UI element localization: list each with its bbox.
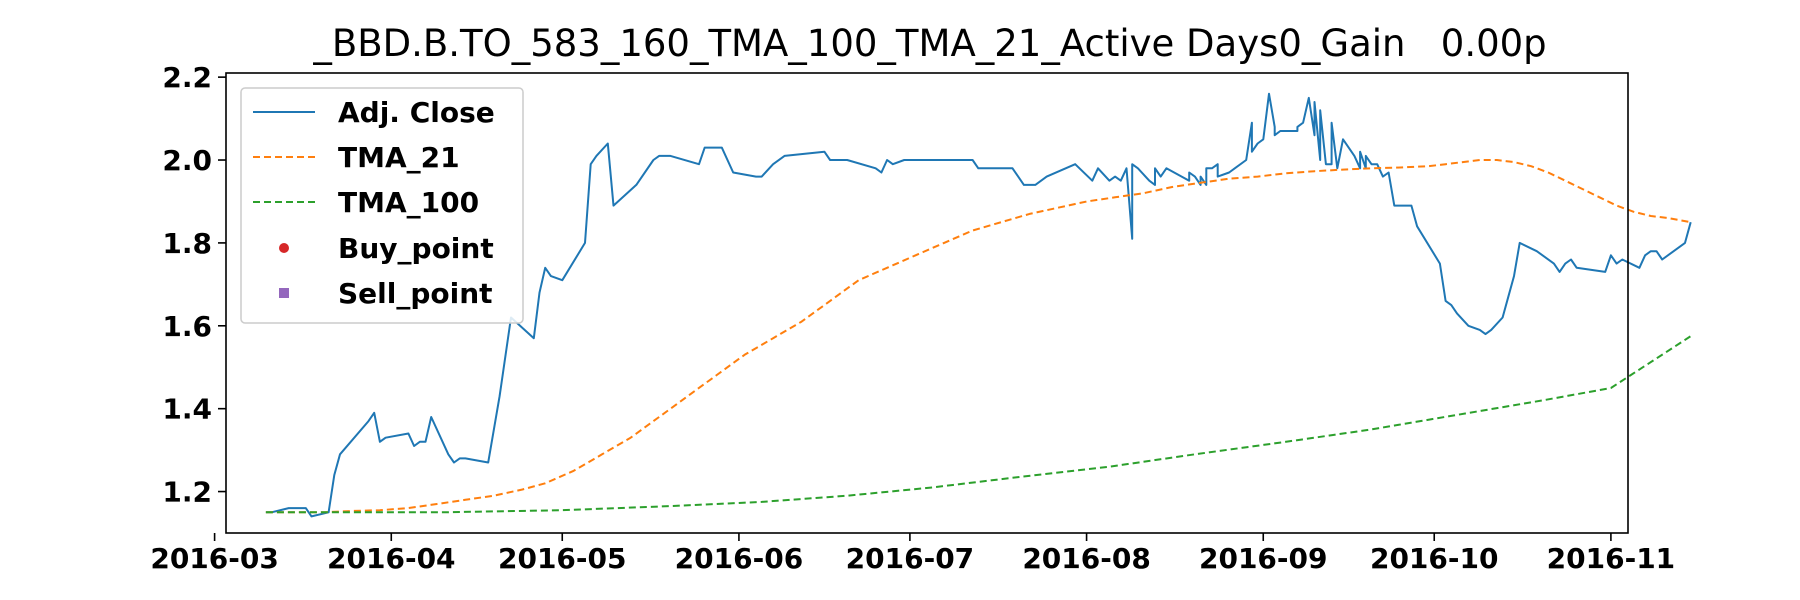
- x-tick-label: 2016-05: [498, 542, 627, 575]
- y-tick-label: 2.0: [162, 144, 212, 177]
- legend-tma100-label: TMA_100: [338, 186, 479, 219]
- x-tick-label: 2016-10: [1370, 542, 1499, 575]
- x-tick-label: 2016-06: [675, 542, 804, 575]
- legend-buy-point-label: Buy_point: [338, 232, 494, 265]
- series-line-tma-21: [265, 159, 1691, 514]
- legend-sell-point-marker: [279, 288, 289, 298]
- legend-tma21-label: TMA_21: [338, 141, 460, 174]
- x-tick-label: 2016-07: [846, 542, 975, 575]
- y-tick-label: 1.4: [162, 393, 212, 426]
- y-tick-label: 1.8: [162, 227, 212, 260]
- legend-box: [240, 87, 524, 324]
- legend-sell-point-label: Sell_point: [338, 277, 493, 310]
- x-tick-label: 2016-08: [1022, 542, 1151, 575]
- plot-area: [265, 92, 1692, 518]
- chart-title: _BBD.B.TO_583_160_TMA_100_TMA_21_Active …: [312, 22, 1546, 65]
- x-tick-label: 2016-03: [150, 542, 279, 575]
- series-line-adj-close: [265, 92, 1692, 518]
- x-tick-label: 2016-04: [327, 542, 456, 575]
- legend-adj-close-label: Adj. Close: [338, 96, 495, 129]
- x-tick-label: 2016-09: [1199, 542, 1328, 575]
- y-tick-label: 1.2: [162, 476, 212, 509]
- x-tick-label: 2016-11: [1547, 542, 1676, 575]
- y-tick-label: 2.2: [162, 61, 212, 94]
- plot-frame: [225, 72, 1629, 534]
- legend-buy-point-marker: [279, 243, 289, 253]
- y-tick-label: 1.6: [162, 310, 212, 343]
- legend: Adj. Close TMA_21 TMA_100 Buy_point Sell…: [240, 87, 524, 324]
